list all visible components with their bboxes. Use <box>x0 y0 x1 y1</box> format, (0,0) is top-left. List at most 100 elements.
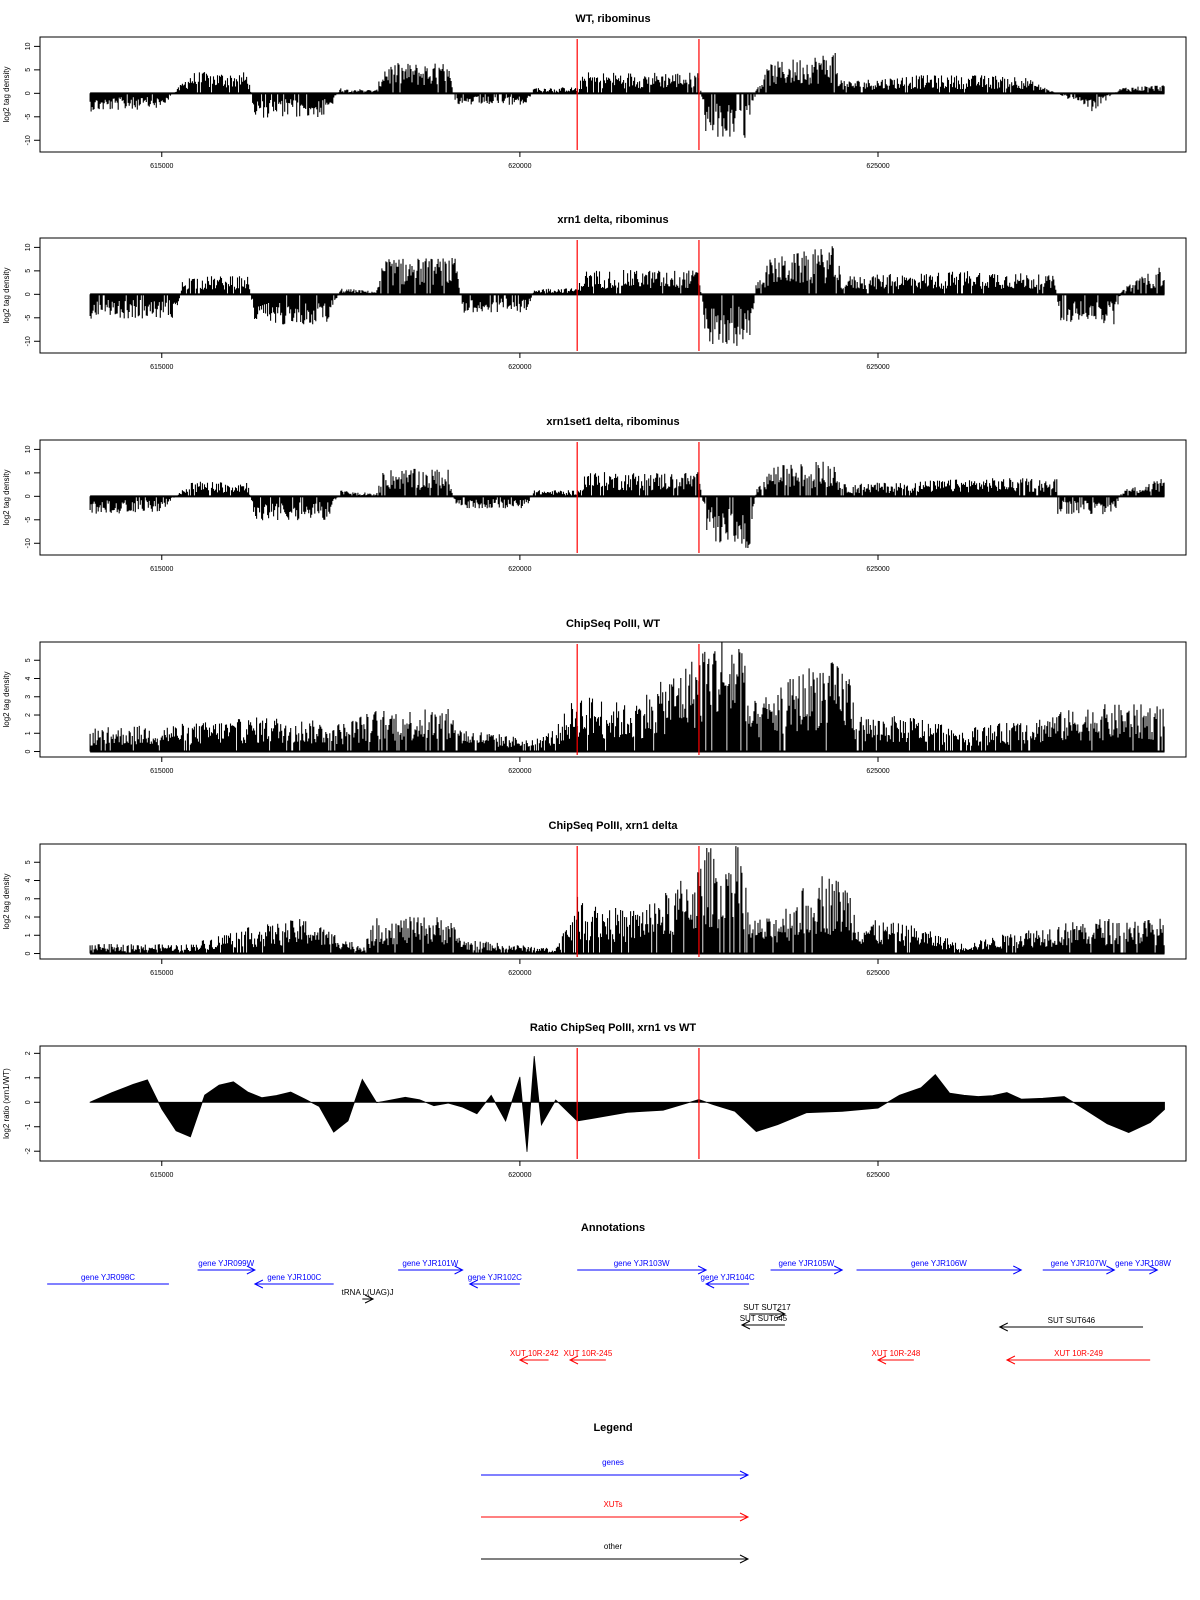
annotation-feature: gene YJR108W <box>1115 1259 1171 1275</box>
y-tick-label: 2 <box>25 1051 32 1055</box>
legend-arrowhead <box>739 1554 750 1564</box>
y-axis-label: log2 tag density <box>2 873 11 929</box>
x-tick-label: 615000 <box>150 768 173 775</box>
y-tick-label: -1 <box>25 1124 32 1130</box>
y-tick-label: 5 <box>25 68 32 72</box>
annotation-feature: gene YJR106W <box>856 1259 1023 1275</box>
x-tick-label: 625000 <box>866 364 889 371</box>
y-tick-label: 4 <box>25 878 32 882</box>
feature-label: gene YJR102C <box>468 1273 522 1282</box>
feature-label: SUT SUT645 <box>740 1314 788 1323</box>
feature-arrowhead <box>833 1265 844 1275</box>
feature-arrowhead <box>704 1279 715 1289</box>
x-tick-label: 620000 <box>508 768 531 775</box>
x-tick-label: 625000 <box>866 163 889 170</box>
y-tick-label: -5 <box>25 114 32 120</box>
chart-panel-1: WT, ribominus log2 tag density -10 -5 0 5 10 61… <box>2 13 1187 170</box>
annotation-feature: gene YJR099W <box>197 1259 256 1275</box>
x-tick-label: 615000 <box>150 970 173 977</box>
feature-label: gene YJR098C <box>81 1273 135 1282</box>
feature-arrowhead <box>1013 1265 1023 1275</box>
annotation-feature: XUT 10R-242 <box>510 1349 559 1365</box>
feature-arrowhead <box>454 1265 464 1275</box>
plot-frame <box>39 237 1187 354</box>
legend-label: genes <box>602 1458 624 1467</box>
annotation-feature: SUT SUT645 <box>740 1314 788 1330</box>
annotation-track: Annotations gene YJR098C gene YJR099W gene … <box>47 1222 1171 1365</box>
legend-arrowhead <box>739 1470 750 1480</box>
x-tick-label: 620000 <box>508 566 531 573</box>
feature-arrowhead <box>740 1320 751 1330</box>
feature-label: XUT 10R-248 <box>872 1349 921 1358</box>
feature-arrowhead <box>468 1279 478 1289</box>
feature-arrowhead <box>364 1294 375 1304</box>
y-axis-label: log2 tag density <box>2 671 11 727</box>
annotation-feature: gene YJR103W <box>577 1259 708 1275</box>
x-tick-label: 620000 <box>508 364 531 371</box>
legend: Legend genes XUTs other <box>481 1422 750 1564</box>
x-tick-label: 620000 <box>508 1172 531 1179</box>
y-tick-label: 3 <box>25 695 32 699</box>
annotation-feature: XUT 10R-249 <box>1005 1349 1151 1365</box>
legend-arrowhead <box>739 1512 750 1522</box>
annotation-feature: XUT 10R-245 <box>564 1349 613 1365</box>
x-tick-label: 620000 <box>508 163 531 170</box>
annotation-feature: gene YJR098C <box>47 1273 169 1285</box>
annotations-title: Annotations <box>581 1222 645 1234</box>
ratio-area <box>89 1056 1165 1152</box>
annotation-feature: gene YJR100C <box>253 1273 334 1289</box>
chart-panel-6: Ratio ChipSeq PolII, xrn1 vs WT log2 rati… <box>2 1022 1187 1179</box>
feature-label: gene YJR107W <box>1051 1259 1107 1268</box>
chart-panel-5: ChipSeq PolII, xrn1 delta log2 tag densit… <box>2 820 1187 977</box>
plot-frame <box>39 641 1187 758</box>
chart-title: ChipSeq PolII, xrn1 delta <box>549 820 679 832</box>
chart-title: xrn1 delta, ribominus <box>557 214 668 226</box>
y-tick-label: -5 <box>25 517 32 523</box>
feature-arrowhead <box>518 1355 529 1365</box>
legend-item: genes <box>481 1458 750 1480</box>
feature-arrowhead <box>568 1355 579 1365</box>
x-tick-label: 615000 <box>150 1172 173 1179</box>
plot-frame <box>39 843 1187 960</box>
y-tick-label: 0 <box>25 1100 32 1104</box>
feature-label: gene YJR103W <box>614 1259 670 1268</box>
y-tick-label: 0 <box>25 91 32 95</box>
feature-label: XUT 10R-249 <box>1054 1349 1103 1358</box>
y-tick-label: 0 <box>25 749 32 753</box>
y-axis-label: log2 tag density <box>2 469 11 525</box>
y-tick-label: -10 <box>25 538 32 548</box>
y-tick-label: -5 <box>25 315 32 321</box>
legend-title: Legend <box>593 1422 632 1434</box>
legend-label: XUTs <box>603 1500 622 1509</box>
y-tick-label: 10 <box>25 445 32 453</box>
feature-label: gene YJR105W <box>778 1259 834 1268</box>
y-tick-label: 2 <box>25 915 32 919</box>
y-tick-label: 3 <box>25 897 32 901</box>
y-axis-label: log2 tag density <box>2 66 11 122</box>
y-tick-label: 5 <box>25 658 32 662</box>
y-tick-label: 0 <box>25 951 32 955</box>
chart-title: ChipSeq PolII, WT <box>566 618 660 630</box>
feature-arrowhead <box>246 1265 256 1275</box>
chart-title: Ratio ChipSeq PolII, xrn1 vs WT <box>530 1022 697 1034</box>
feature-arrowhead <box>697 1265 708 1275</box>
annotation-feature: gene YJR104C <box>701 1273 755 1289</box>
annotation-feature: gene YJR101W <box>398 1259 464 1275</box>
feature-arrowhead <box>1005 1355 1016 1365</box>
y-tick-label: 10 <box>25 243 32 251</box>
feature-label: SUT SUT646 <box>1048 1316 1096 1325</box>
plot-frame <box>39 1045 1187 1162</box>
feature-label: gene YJR106W <box>911 1259 967 1268</box>
y-tick-label: 1 <box>25 933 32 937</box>
feature-label: gene YJR101W <box>402 1259 458 1268</box>
y-tick-label: -10 <box>25 135 32 145</box>
chart-title: WT, ribominus <box>575 13 650 25</box>
x-tick-label: 620000 <box>508 970 531 977</box>
legend-label: other <box>604 1542 623 1551</box>
x-tick-label: 625000 <box>866 768 889 775</box>
annotation-feature: XUT 10R-248 <box>872 1349 921 1365</box>
plot-frame <box>39 36 1187 153</box>
